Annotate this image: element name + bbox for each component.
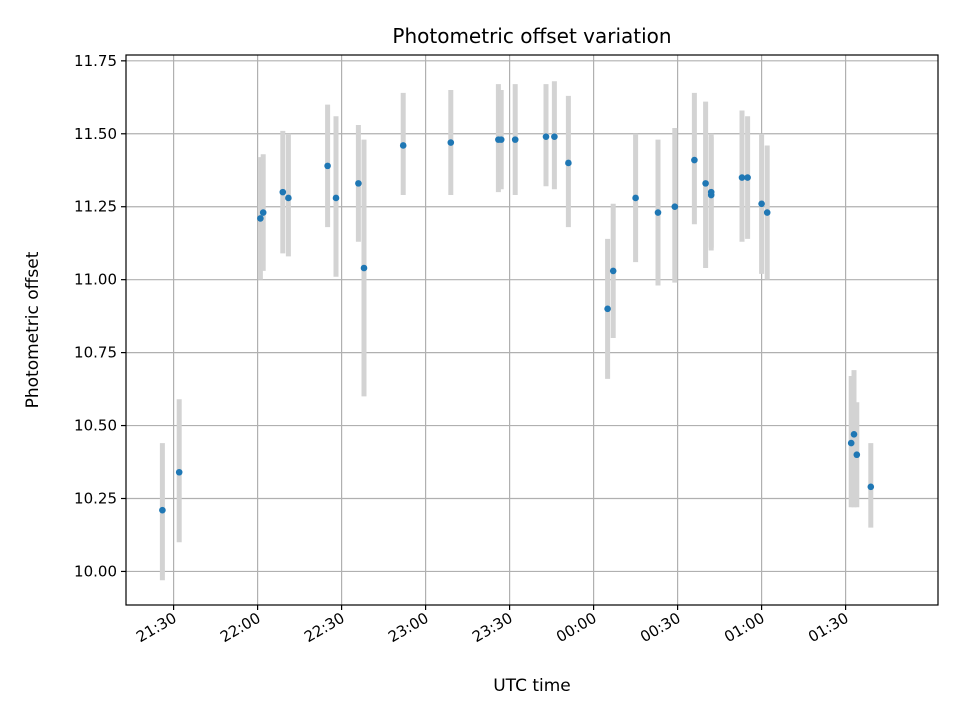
- data-point: [691, 156, 698, 164]
- data-point: [175, 468, 183, 476]
- data-point: [542, 133, 550, 140]
- data-point: [257, 215, 264, 222]
- y-tick-label: 11.50: [74, 125, 117, 143]
- data-point: [511, 136, 519, 143]
- data-point: [758, 200, 765, 208]
- x-axis-label: UTC time: [493, 676, 571, 696]
- data-point: [609, 267, 617, 275]
- data-point: [497, 136, 505, 143]
- data-point: [707, 188, 715, 196]
- data-point: [324, 162, 331, 170]
- data-point: [853, 451, 861, 459]
- data-point: [565, 159, 572, 167]
- data-point: [654, 209, 662, 216]
- data-point: [159, 506, 166, 514]
- y-tick-label: 11.75: [74, 52, 117, 70]
- plot-frame: [125, 54, 939, 606]
- data-point: [399, 142, 407, 149]
- data-point: [259, 209, 267, 216]
- data-point: [702, 180, 709, 187]
- data-point: [850, 431, 858, 438]
- y-tick-label: 10.50: [74, 417, 117, 435]
- y-axis-label: Photometric offset: [23, 251, 43, 408]
- data-point: [867, 483, 875, 491]
- point-layer: [159, 133, 875, 514]
- data-point: [847, 439, 855, 447]
- data-point: [447, 139, 455, 146]
- data-point: [738, 174, 746, 181]
- chart-title: Photometric offset variation: [392, 24, 671, 48]
- y-tick-label: 11.00: [74, 271, 117, 289]
- data-point: [551, 133, 558, 140]
- data-point: [355, 180, 362, 187]
- y-tick-label: 11.25: [74, 198, 117, 216]
- data-point: [332, 194, 340, 202]
- data-point: [763, 209, 771, 216]
- y-tick-label: 10.75: [74, 344, 117, 362]
- data-point: [360, 264, 368, 272]
- data-point: [632, 194, 639, 202]
- data-point: [279, 188, 287, 196]
- y-tick-label: 10.25: [74, 490, 117, 508]
- y-tick-label: 10.00: [74, 562, 117, 580]
- grid-layer: [126, 55, 938, 605]
- data-point: [744, 174, 751, 181]
- data-point: [604, 305, 611, 313]
- data-point: [285, 194, 292, 202]
- data-point: [671, 203, 679, 211]
